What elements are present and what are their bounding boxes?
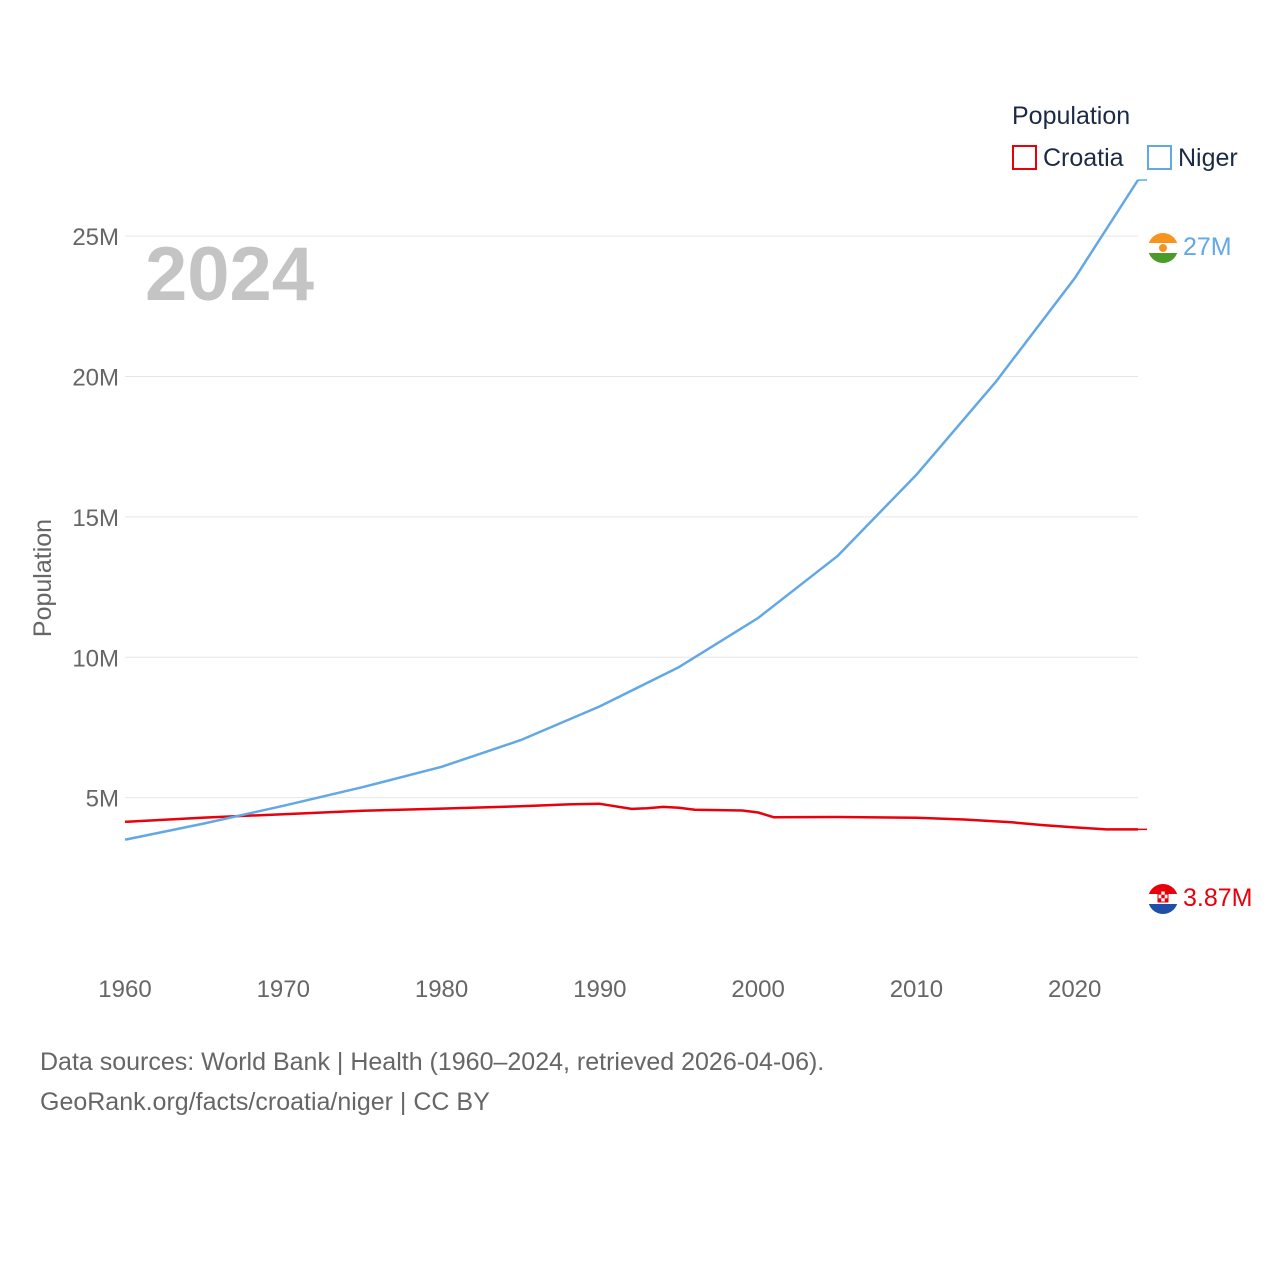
y-tick-label: 5M — [86, 786, 119, 813]
x-axis-ticks: 1960 1970 1980 1990 2000 2010 2020 — [98, 976, 1101, 1003]
x-tick-label: 1980 — [415, 976, 468, 1003]
series-line-niger — [124, 179, 1140, 841]
legend-item-niger[interactable]: Niger — [1147, 144, 1238, 172]
y-axis-label: Population — [29, 519, 57, 637]
niger-flag-icon — [1148, 233, 1178, 263]
legend-item-croatia[interactable]: Croatia — [1012, 144, 1124, 172]
y-tick-label: 15M — [72, 505, 119, 532]
gridlines — [125, 235, 1138, 799]
end-label-niger: 27M — [1183, 233, 1232, 261]
legend-label-croatia: Croatia — [1043, 144, 1124, 172]
x-tick-label: 1990 — [573, 976, 626, 1003]
end-label-croatia: 3.87M — [1183, 884, 1252, 912]
x-tick-label: 2010 — [890, 976, 943, 1003]
legend-title: Population — [1012, 102, 1130, 130]
source-link[interactable]: GeoRank.org/facts/croatia/niger | CC BY — [40, 1088, 490, 1116]
croatia-flag-icon — [1148, 884, 1178, 914]
legend-label-niger: Niger — [1178, 144, 1238, 172]
legend: Population Croatia Niger — [1012, 102, 1238, 172]
footer: Data sources: World Bank | Health (1960–… — [40, 1042, 824, 1122]
series-line-croatia — [124, 802, 1138, 831]
legend-swatch-niger — [1147, 145, 1172, 170]
x-tick-label: 2020 — [1048, 976, 1101, 1003]
x-tick-label: 1960 — [98, 976, 151, 1003]
y-tick-label: 25M — [72, 224, 119, 251]
year-watermark: 2024 — [145, 232, 314, 317]
y-axis-ticks: 5M 10M 15M 20M 25M — [72, 224, 119, 812]
y-tick-label: 20M — [72, 365, 119, 392]
y-tick-label: 10M — [72, 645, 119, 672]
data-source-text: Data sources: World Bank | Health (1960–… — [40, 1048, 825, 1076]
x-tick-label: 2000 — [731, 976, 784, 1003]
series-lines — [124, 179, 1147, 841]
x-tick-label: 1970 — [257, 976, 310, 1003]
legend-swatch-croatia — [1012, 145, 1037, 170]
